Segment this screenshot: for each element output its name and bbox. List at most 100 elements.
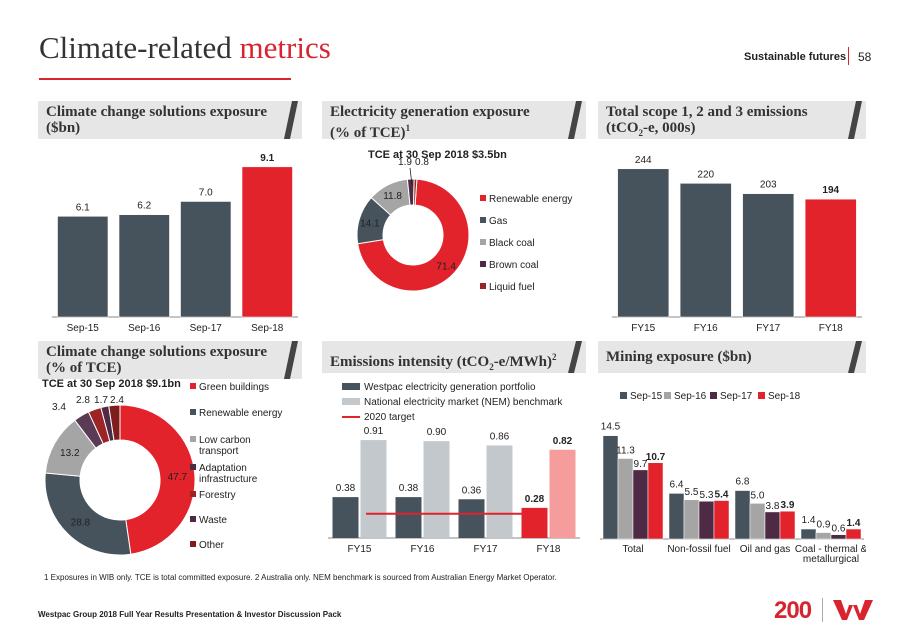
panel-title: Electricity generation exposure (% of TCE… <box>330 104 530 141</box>
panel-title-line1: Climate change solutions exposure <box>46 104 267 120</box>
bar-value-label: 0.38 <box>336 483 356 494</box>
slice-value-label: 13.2 <box>60 448 80 459</box>
panel-title: Climate change solutions exposure (% of T… <box>46 344 267 376</box>
panel-title-line2: (% of TCE) <box>46 360 122 376</box>
donut-slice <box>413 178 418 206</box>
panel-header-mining-exposure: Mining exposure ($bn) <box>598 341 866 373</box>
anniversary-logo: 200 <box>774 597 812 624</box>
bar-westpac <box>521 507 548 538</box>
legend-swatch <box>342 398 360 405</box>
legend-label: Sep-15 <box>630 391 663 402</box>
legend-label: Sep-17 <box>720 391 753 402</box>
bar-value-label: 3.8 <box>766 501 780 512</box>
panel-title-sub: 2 <box>638 128 644 138</box>
bar-value-label: 9.7 <box>634 459 648 470</box>
x-tick-label: FY16 <box>411 544 435 555</box>
legend-label: National electricity market (NEM) benchm… <box>364 397 563 408</box>
slice-value-label: 1.7 <box>94 395 108 406</box>
legend-swatch <box>480 261 486 267</box>
panel-title-sup: 2 <box>552 352 557 362</box>
bar-value-label: 1.4 <box>802 515 816 526</box>
bar <box>632 469 649 540</box>
panel-title-line2: (% of TCE) <box>330 125 406 141</box>
bar-value-label: 203 <box>760 180 777 191</box>
bar-value-label: 0.6 <box>832 524 846 535</box>
legend-label: Forestry <box>199 490 236 501</box>
legend-label: Adaptation infrastructure <box>199 463 258 485</box>
bar <box>815 532 832 540</box>
bar-value-label: 0.86 <box>490 431 510 442</box>
x-tick-label: FY16 <box>694 323 718 334</box>
slice-value-label: 0.8 <box>415 157 429 168</box>
bar <box>617 168 670 318</box>
panel-title: Emissions intensity (tCO2-e/MWh)2 <box>330 349 557 375</box>
bar-value-label: 3.9 <box>781 500 795 511</box>
x-tick-label: Sep-15 <box>67 323 100 334</box>
legend-swatch <box>480 195 486 201</box>
slash-decoration <box>284 341 298 379</box>
bar <box>57 216 109 318</box>
bar <box>734 490 751 540</box>
footer-text: Westpac Group 2018 Full Year Results Pre… <box>38 610 342 619</box>
title-underline <box>39 78 291 80</box>
x-tick-label: Sep-18 <box>251 323 284 334</box>
bar <box>764 511 781 540</box>
legend-label: Renewable energy <box>199 408 282 419</box>
x-tick-label: FY15 <box>348 544 372 555</box>
legend-swatch <box>664 392 671 399</box>
legend-label: 2020 target <box>364 412 415 423</box>
legend-swatch <box>190 516 196 522</box>
bar <box>241 166 293 318</box>
donut-slice <box>108 404 121 442</box>
page-title: Climate-related metrics <box>39 30 331 66</box>
bar-value-label: 0.28 <box>525 494 545 505</box>
bar-value-label: 0.9 <box>817 520 831 531</box>
x-tick-label: FY17 <box>474 544 498 555</box>
bar <box>742 193 795 318</box>
bar-nem <box>486 445 513 538</box>
bar <box>845 528 862 540</box>
bar <box>779 510 796 540</box>
x-tick-label: Oil and gas <box>740 544 791 555</box>
emissions-intensity-chart: Westpac electricity generation portfolio… <box>328 382 580 555</box>
bar-value-label: 1.4 <box>847 518 861 529</box>
slice-value-label: 3.4 <box>52 402 66 413</box>
panel-header-solutions-share: Climate change solutions exposure (% of T… <box>38 341 302 379</box>
legend-swatch <box>190 409 196 415</box>
x-tick-label: Coal - thermal & metallurgical <box>795 544 866 565</box>
logo-divider <box>822 598 823 622</box>
panel-header-emissions-intensity: Emissions intensity (tCO2-e/MWh)2 <box>322 341 586 373</box>
bar <box>180 201 232 318</box>
slash-decoration <box>568 101 582 139</box>
bar-westpac <box>332 497 359 538</box>
panel-title-line1: Electricity generation exposure <box>330 104 530 120</box>
slice-value-label: 71.4 <box>436 261 456 272</box>
bar <box>683 499 700 540</box>
bar-value-label: 0.90 <box>427 427 447 438</box>
slice-value-label: 28.8 <box>71 518 91 529</box>
legend-label: Westpac electricity generation portfolio <box>364 382 536 393</box>
bar <box>679 183 732 318</box>
bar <box>749 503 766 540</box>
mining-exposure-chart: Sep-15 Sep-16 Sep-17 Sep-18 14.5 11.3 9.710.7 T… <box>600 391 866 565</box>
panel-title-sup: 1 <box>405 123 411 133</box>
bar-nem <box>423 441 450 538</box>
donut-slice <box>44 472 132 556</box>
bar-westpac <box>395 497 422 538</box>
footnote: 1 Exposures in WIB only. TCE is total co… <box>44 573 557 582</box>
panel-title-sub: 2 <box>489 362 494 372</box>
donut-slice <box>119 404 196 555</box>
leader-line <box>409 167 413 186</box>
slash-decoration <box>568 341 582 373</box>
x-tick-label: FY17 <box>756 323 780 334</box>
bar <box>804 198 857 318</box>
bar-value-label: 14.5 <box>601 422 621 433</box>
bar-value-label: 6.1 <box>76 202 90 213</box>
westpac-logo-icon <box>833 600 873 620</box>
slash-decoration <box>848 101 862 139</box>
panel-title: Total scope 1, 2 and 3 emissions (tCO2-e,… <box>606 104 808 141</box>
panel-header-solutions-exposure: Climate change solutions exposure ($bn) <box>38 101 302 139</box>
legend-swatch <box>480 217 486 223</box>
bar <box>713 500 730 540</box>
legend-swatch <box>190 541 196 547</box>
